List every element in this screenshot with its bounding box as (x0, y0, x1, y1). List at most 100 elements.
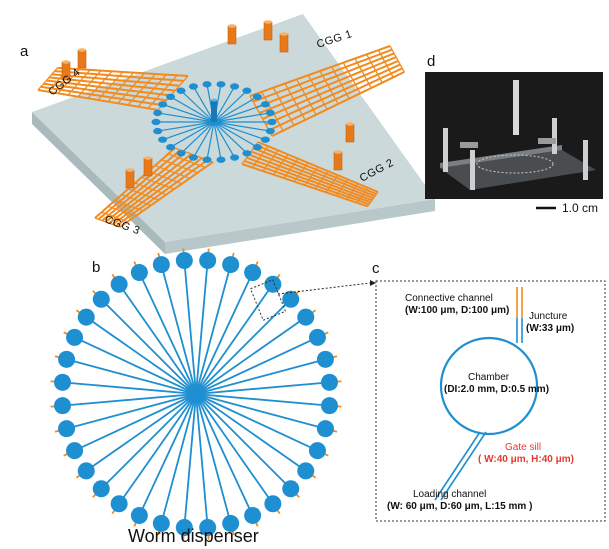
cgg-grid-line (296, 78, 317, 116)
juncture-title: Juncture (529, 311, 568, 322)
loading-channel-right (440, 431, 487, 501)
pillar-top (144, 156, 152, 160)
cgg-grid-line (262, 149, 279, 172)
mini-chamber (188, 83, 198, 90)
dispenser-chamber (297, 308, 315, 326)
plate-side-right (165, 199, 435, 254)
pillar-top (78, 48, 86, 52)
zoom-panel-frame (375, 280, 606, 522)
photo-center-tube (513, 80, 519, 135)
dispenser-channel (72, 393, 197, 428)
cgg1-label: CGG 1 (315, 28, 354, 51)
pillar (333, 151, 343, 171)
dispenser-chamber (152, 514, 170, 532)
cgg-grid-line (293, 162, 309, 182)
pillar-top (346, 122, 354, 126)
mini-chamber (230, 83, 240, 90)
dispenser-channel (195, 393, 251, 511)
zoom-leader (277, 282, 371, 295)
gate-sill-title: Gate sill (505, 442, 541, 453)
cgg-grid-line (319, 70, 339, 105)
dispenser-channel (141, 393, 197, 511)
mini-chamber (153, 127, 163, 135)
dispenser-chamber (58, 350, 76, 368)
mini-channel (192, 121, 215, 158)
dispenser-channel (195, 288, 271, 395)
dispenser-channel (195, 319, 302, 395)
dispenser-chamber (308, 328, 326, 346)
cgg-grid-line (101, 211, 128, 223)
dispenser-chamber (54, 373, 72, 391)
mini-chamber (151, 118, 161, 126)
pillar-top (264, 20, 272, 24)
dispenser-channel (195, 270, 230, 395)
dispenser-chamber (316, 420, 334, 438)
mini-channel (213, 121, 222, 160)
panel-d-letter: d (427, 53, 435, 70)
cgg-grid-line (114, 199, 144, 212)
cgg-grid-line (121, 194, 152, 207)
cgg-grid-line (147, 74, 178, 109)
cgg-grid-line (346, 183, 359, 200)
center-inlet-tube (211, 100, 217, 122)
photo-tube-4 (583, 140, 588, 180)
mini-channel (157, 121, 215, 132)
dispenser-chamber (175, 518, 193, 536)
mini-chamber (153, 109, 163, 117)
cgg-grid-line (389, 45, 405, 73)
mini-chamber (216, 156, 226, 163)
cgg-grid-line (272, 154, 289, 175)
dispenser-chamber (58, 420, 76, 438)
photo-connector-2 (538, 138, 556, 144)
panel-c: c Connective channel (W:100 μm, D:100 μm… (372, 260, 606, 522)
dispenser-channel (195, 393, 313, 449)
dispenser-channel (195, 393, 302, 469)
mini-chamber (252, 143, 262, 151)
dispenser-chamber (66, 328, 84, 346)
dispenser-channel (195, 393, 320, 428)
dispenser-chamber (77, 308, 95, 326)
mini-chamber (265, 127, 275, 135)
inlet-pillars (61, 20, 355, 189)
dispenser-chamber (244, 506, 262, 524)
mini-chamber (267, 118, 277, 126)
central-dispenser (151, 81, 277, 163)
worm-dispenser-caption: Worm dispenser (128, 526, 259, 546)
cgg-grid-line (148, 170, 183, 185)
zoom-box (249, 279, 287, 321)
mini-channel (213, 86, 236, 123)
mini-channel (213, 121, 271, 132)
mini-channel (192, 86, 215, 123)
dispenser-channel (195, 302, 288, 395)
pillar (77, 49, 87, 69)
mini-channel (206, 121, 215, 160)
mini-chamber (242, 150, 252, 157)
mini-chamber (202, 156, 212, 163)
dispenser-channel (195, 360, 320, 395)
cgg-grid-line (366, 53, 383, 84)
mini-chamber (242, 87, 252, 94)
dispenser-channel (195, 393, 230, 518)
zoom-arrowhead (370, 280, 376, 286)
photo-tube-2 (470, 150, 475, 190)
dispenser-chamber (308, 442, 326, 460)
cgg-grid-line (77, 70, 102, 98)
photo-plate (440, 150, 596, 190)
connective-dims: (W:100 μm, D:100 μm) (405, 305, 509, 316)
mini-chamber (230, 154, 240, 161)
dispenser-chamber (222, 514, 240, 532)
dispenser-chamber (130, 264, 148, 282)
dispenser-chamber (282, 290, 300, 308)
mini-chamber (176, 150, 186, 157)
cgg-grid-line (342, 62, 361, 94)
dispenser-chamber (222, 256, 240, 274)
dispenser-chamber (92, 290, 110, 308)
cgg-grid-line (314, 170, 329, 190)
mini-channel (213, 121, 258, 148)
cgg-grid-line (284, 83, 306, 121)
dispenser-channel (141, 277, 197, 395)
cgg-grid-line (127, 73, 156, 106)
dispenser-chamber (199, 518, 217, 536)
dispenser-chamber (282, 480, 300, 498)
dispenser-channel (90, 393, 197, 469)
